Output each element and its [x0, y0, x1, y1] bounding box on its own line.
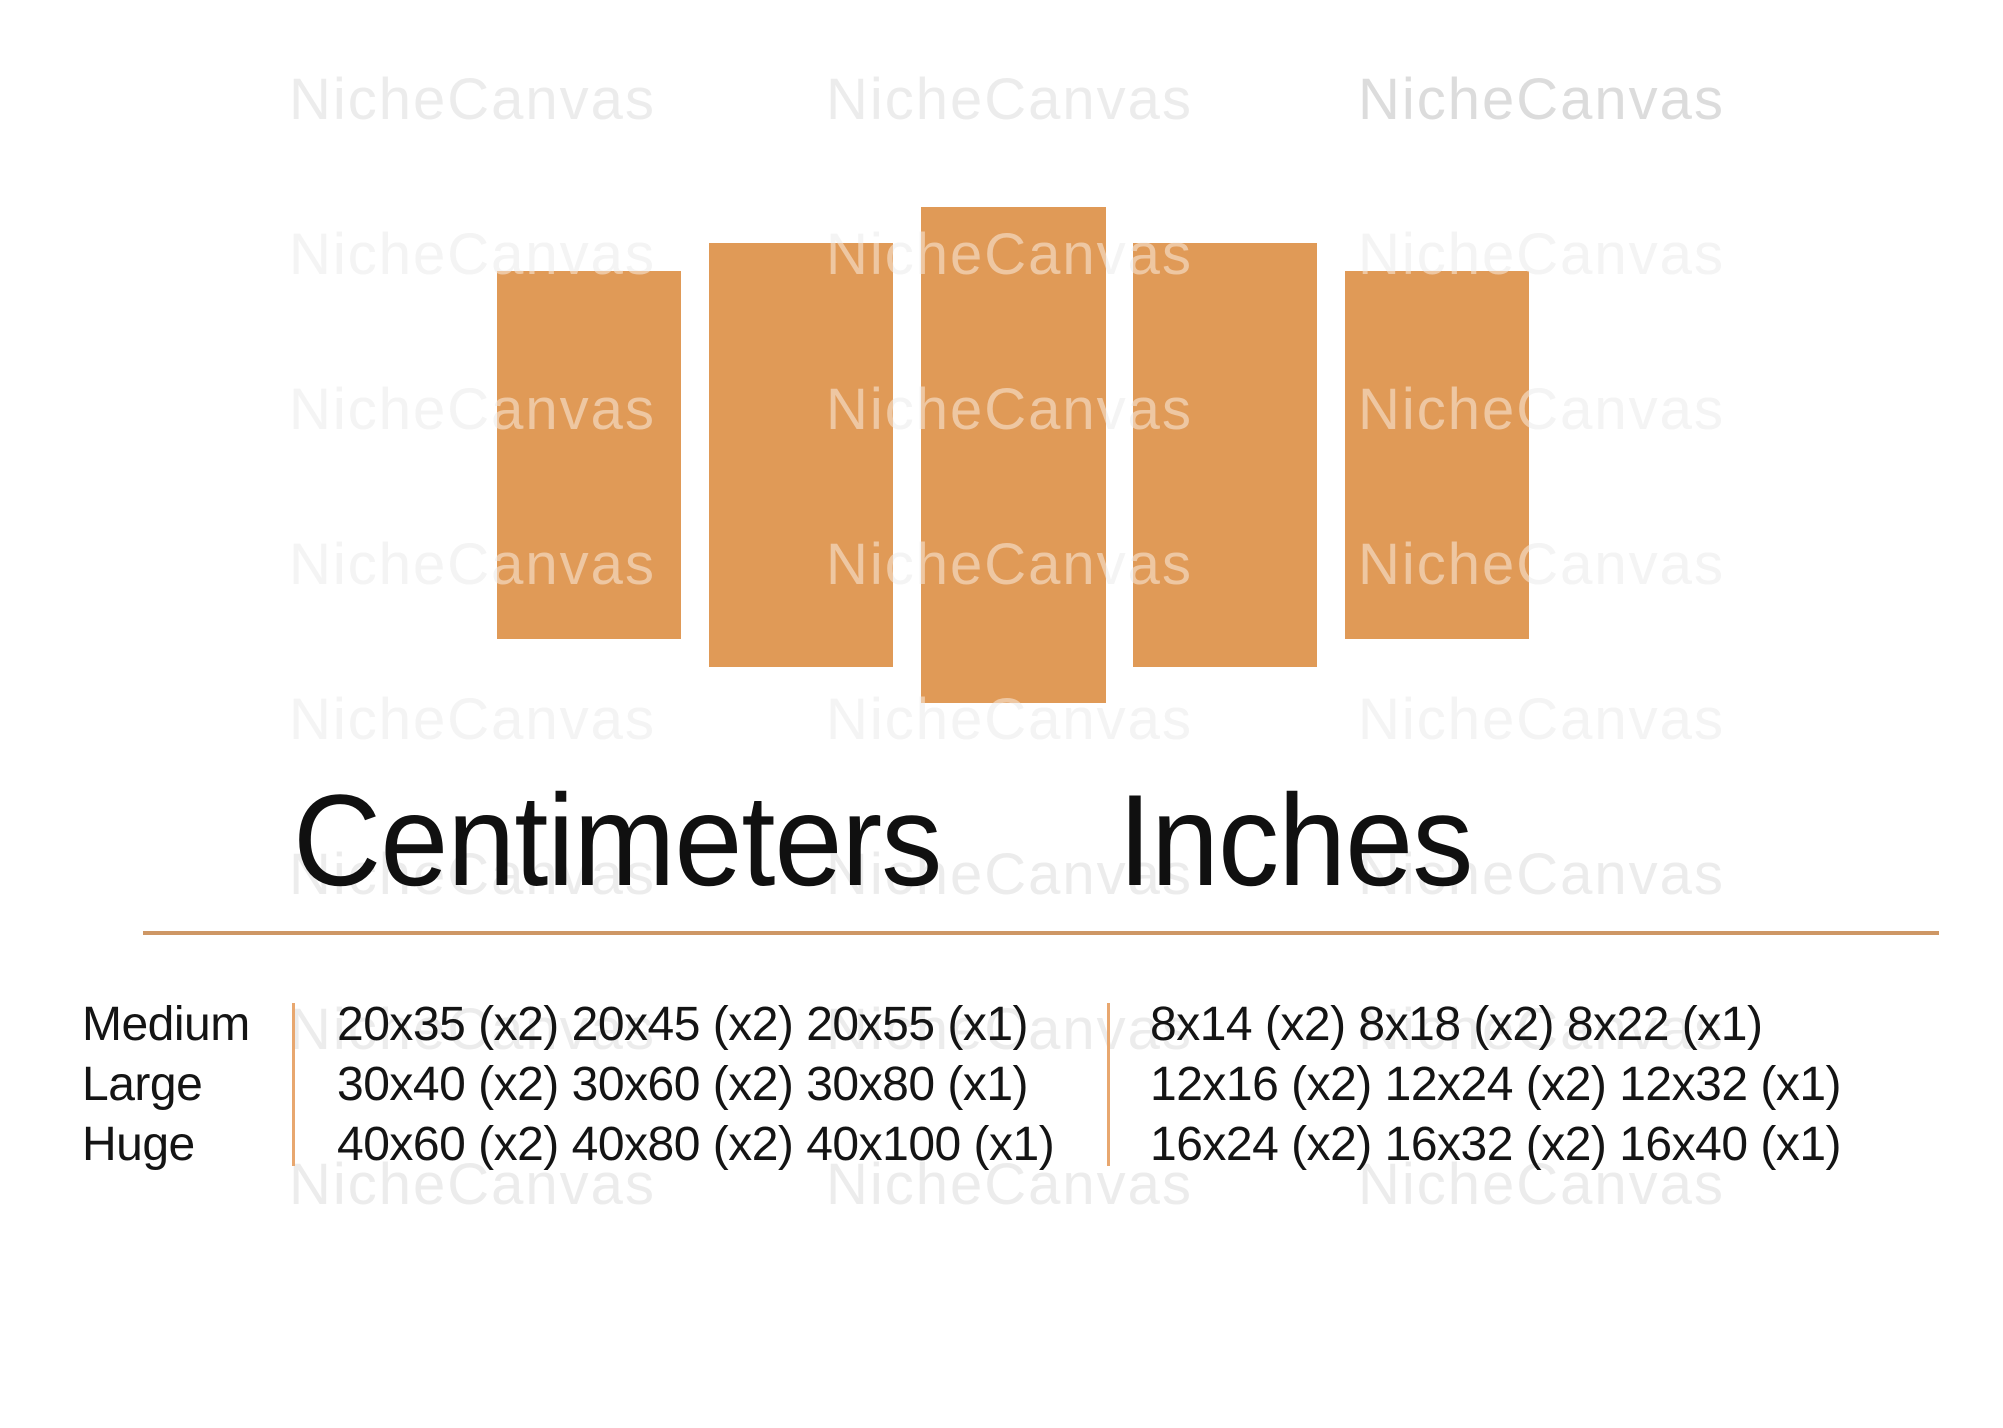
- nichecanvas-watermark: NicheCanvas: [289, 687, 656, 752]
- nichecanvas-watermark: NicheCanvas: [289, 222, 656, 287]
- nichecanvas-watermark: NicheCanvas: [1358, 997, 1725, 1062]
- column-separator-left: [292, 1003, 295, 1166]
- nichecanvas-watermark: NicheCanvas: [826, 377, 1193, 442]
- size-label-huge: Huge: [82, 1118, 195, 1171]
- nichecanvas-watermark: NicheCanvas: [289, 1152, 656, 1217]
- size-label-medium: Medium: [82, 998, 250, 1051]
- heading-centimeters: Centimeters: [293, 767, 942, 913]
- nichecanvas-watermark: NicheCanvas: [1358, 532, 1725, 597]
- inch-sizes-huge: 16x24 (x2) 16x32 (x2) 16x40 (x1): [1150, 1118, 1842, 1171]
- nichecanvas-watermark: NicheCanvas: [1358, 687, 1725, 752]
- nichecanvas-watermark: NicheCanvas: [826, 842, 1193, 907]
- divider-line: [143, 931, 1939, 935]
- nichecanvas-watermark: NicheCanvas: [826, 687, 1193, 752]
- nichecanvas-watermark: NicheCanvas: [1358, 842, 1725, 907]
- nichecanvas-watermark: NicheCanvas: [1358, 377, 1725, 442]
- nichecanvas-watermark: NicheCanvas: [289, 687, 656, 752]
- heading-inches: Inches: [1118, 767, 1473, 913]
- inch-sizes-medium: 8x14 (x2) 8x18 (x2) 8x22 (x1): [1150, 998, 1763, 1051]
- column-separator-right: [1107, 1003, 1110, 1166]
- nichecanvas-watermark: NicheCanvas: [289, 997, 656, 1062]
- canvas-panel-5: [1345, 271, 1529, 639]
- cm-sizes-medium: 20x35 (x2) 20x45 (x2) 20x55 (x1): [337, 998, 1029, 1051]
- nichecanvas-watermark: NicheCanvas: [1358, 67, 1725, 132]
- canvas-panel-1: [497, 271, 681, 639]
- nichecanvas-watermark: NicheCanvas: [289, 67, 656, 132]
- size-label-large: Large: [82, 1058, 203, 1111]
- nichecanvas-watermark: NicheCanvas: [826, 532, 1193, 597]
- cm-sizes-huge: 40x60 (x2) 40x80 (x2) 40x100 (x1): [337, 1118, 1055, 1171]
- nichecanvas-watermark: NicheCanvas: [826, 222, 1193, 287]
- nichecanvas-watermark: NicheCanvas: [826, 997, 1193, 1062]
- cm-sizes-large: 30x40 (x2) 30x60 (x2) 30x80 (x1): [337, 1058, 1029, 1111]
- nichecanvas-watermark: NicheCanvas: [289, 377, 656, 442]
- nichecanvas-watermark: NicheCanvas: [826, 1152, 1193, 1217]
- canvas-panel-2: [709, 243, 893, 667]
- nichecanvas-watermark: NicheCanvas: [289, 532, 656, 597]
- nichecanvas-watermark: NicheCanvas: [826, 67, 1193, 132]
- nichecanvas-watermark: NicheCanvas: [289, 842, 656, 907]
- inch-sizes-large: 12x16 (x2) 12x24 (x2) 12x32 (x1): [1150, 1058, 1842, 1111]
- canvas-panel-4: [1133, 243, 1317, 667]
- nichecanvas-watermark: NicheCanvas: [1358, 222, 1725, 287]
- nichecanvas-watermark: NicheCanvas: [1358, 1152, 1725, 1217]
- canvas-panel-3: [921, 207, 1106, 703]
- nichecanvas-watermark: NicheCanvas: [1358, 687, 1725, 752]
